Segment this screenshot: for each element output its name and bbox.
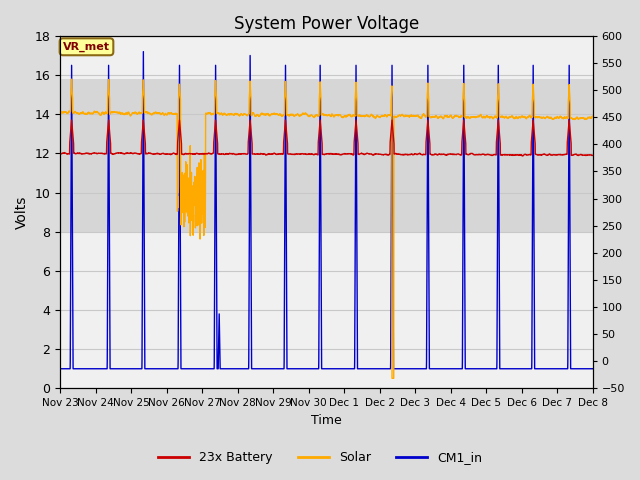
Legend: 23x Battery, Solar, CM1_in: 23x Battery, Solar, CM1_in [153, 446, 487, 469]
Y-axis label: Volts: Volts [15, 195, 29, 229]
Title: System Power Voltage: System Power Voltage [234, 15, 419, 33]
Bar [60, 79, 593, 232]
Text: VR_met: VR_met [63, 42, 110, 52]
X-axis label: Time: Time [311, 414, 342, 427]
